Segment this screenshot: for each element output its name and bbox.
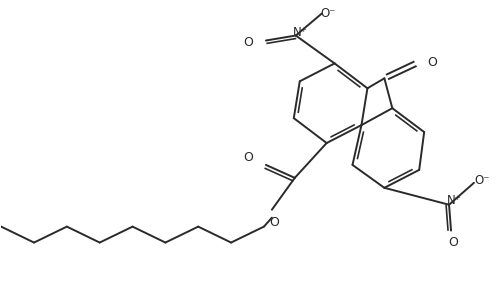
Text: O: O bbox=[269, 216, 279, 229]
Text: O⁻: O⁻ bbox=[474, 174, 490, 187]
Text: N⁺: N⁺ bbox=[447, 194, 462, 207]
Text: O: O bbox=[448, 236, 458, 249]
Text: O: O bbox=[427, 56, 437, 69]
Text: O⁻: O⁻ bbox=[320, 7, 335, 20]
Text: N⁺: N⁺ bbox=[293, 26, 308, 39]
Text: O: O bbox=[243, 151, 253, 164]
Text: O: O bbox=[243, 36, 253, 49]
